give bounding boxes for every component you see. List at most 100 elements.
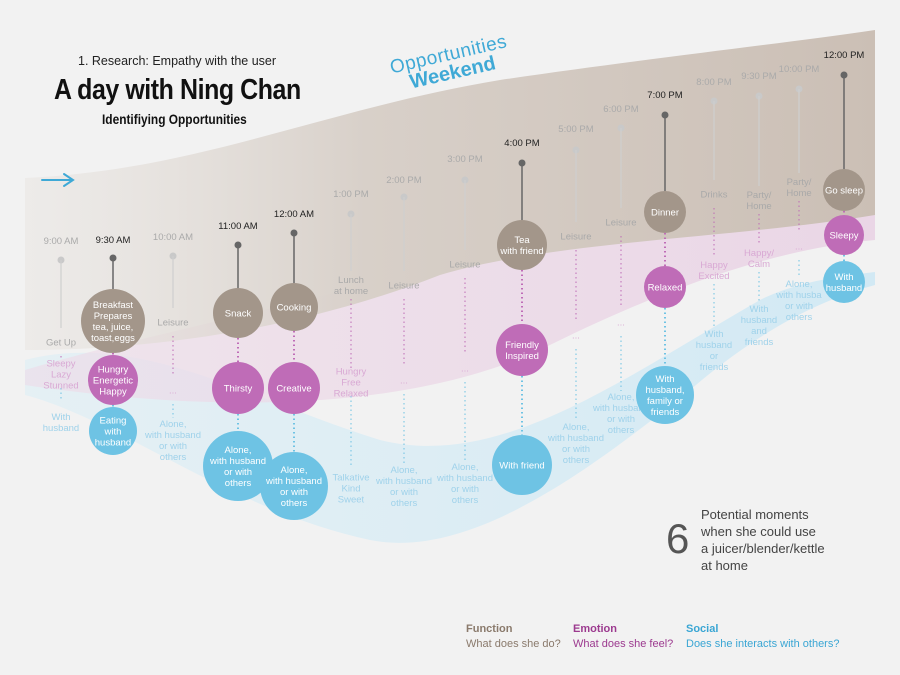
emotion-text: Creative [276,383,311,394]
social-text: Alone, with husba or with others [775,279,822,323]
function-text: Leisure [157,317,188,328]
time-label: 12:00 PM [824,50,865,61]
timeline-column: 3:00 PM Leisure... Alone, with husband or wi… [436,154,493,506]
time-label: 2:00 PM [386,175,421,186]
time-label: 12:00 AM [274,209,314,220]
social-bubble [823,261,865,303]
legend-title: Emotion [573,623,617,635]
function-text: Leisure [560,231,591,242]
time-label: 6:00 PM [603,104,638,115]
time-label: 10:00 AM [153,232,193,243]
time-label: 9:00 AM [44,236,79,247]
legend-title: Function [466,623,513,635]
function-text: Get Up [46,337,76,348]
emotion-bubble [268,362,320,414]
emotion-text: ... [400,375,408,386]
function-text: Snack [225,308,252,319]
function-text: Leisure [449,259,480,270]
legend-text: Does she interacts with others? [686,638,839,650]
timeline-column: 7:00 PM Dinner Relaxed With husband, family o… [636,90,694,424]
time-label: 10:00 PM [779,64,820,75]
legend: Function What does she do? Emotion What doe… [466,623,839,650]
opportunity-line: a juicer/blender/kettle [701,541,825,556]
opportunity-count: 6 [666,515,690,562]
emotion-text: ... [617,317,625,328]
emotion-text: Hungry Energetic Happy [93,364,133,397]
legend-text: What does she feel? [573,638,673,650]
emotion-bubble [824,215,864,255]
emotion-text: Friendly Inspired [505,340,539,362]
function-text: Lunch at home [334,275,368,297]
social-text: With husband [43,412,79,434]
function-text: Drinks [701,189,728,200]
timeline-columns: 9:00 AM Get Up Sleepy Lazy Stunned With husban… [43,50,865,520]
emotion-bubble [88,355,138,405]
social-text: Alone, with husband or with others [436,462,493,506]
emotion-text: ... [461,363,469,374]
section-subtitle: 1. Research: Empathy with the user [78,54,277,68]
social-text: Alone, with husband or with others [209,445,266,489]
timeline-column: 2:00 PM Leisure... Alone, with husband or wi… [375,175,432,509]
social-text: Alone, with husband or with others [144,419,201,463]
time-label: 1:00 PM [333,189,368,200]
emotion-band [25,210,875,403]
social-bubble [636,366,694,424]
emotion-text: Happy Excited [698,260,729,282]
time-label: 5:00 PM [558,124,593,135]
timeline-column: 9:00 AM Get Up Sleepy Lazy Stunned With husban… [43,236,79,434]
function-bubble [81,289,145,353]
function-text: Cooking [277,302,312,313]
timeline-column: 11:00 AM Snack Thirsty Alone, with husband or… [203,221,273,501]
emotion-text: Relaxed [648,282,683,293]
timeline-column: 4:00 PM Tea with friend Friendly Inspired Wit… [492,138,552,495]
social-text: With husband [826,272,862,294]
timeline-column: 9:30 PM Party/Home Happy/Calm With husband an… [741,71,777,348]
social-bubble [492,435,552,495]
function-text: Breakfast Prepares tea, juice, toast,eggs [91,300,135,344]
opportunity-line: Potential moments [701,507,809,522]
time-label: 9:30 PM [741,71,776,82]
emotion-text: Hungry Free Relaxed [334,366,369,399]
timeline-column: 6:00 PM Leisure... Alone, with husband or wi… [592,104,649,436]
social-text: Alone, with husband or with others [592,392,649,436]
emotion-text: Sleepy Lazy Stunned [43,358,78,391]
emotion-text: ... [795,241,803,252]
function-text: Leisure [388,280,419,291]
social-text: With husband or friends [696,329,732,373]
function-bubble [497,220,547,270]
function-text: Party/Home [746,190,771,212]
function-text: Go sleep [825,185,863,196]
emotion-bubble [644,266,686,308]
time-label: 9:30 AM [96,235,131,246]
time-label: 4:00 PM [504,138,539,149]
opportunity-description: Potential moments when she could use a j… [701,506,891,574]
social-bubble [203,431,273,501]
legend-title: Social [686,623,718,635]
emotion-text: Sleepy [829,230,858,241]
timeline-column: 9:30 AM Breakfast Prepares tea, juice, toast… [81,235,145,455]
emotion-text: ... [169,385,177,396]
function-text: Dinner [651,207,679,218]
timeline-column: 10:00 AM Leisure... Alone, with husband or w… [144,232,201,463]
social-text: With friend [499,460,544,471]
timeline-column: 12:00 AM Cooking Creative Alone, with husban… [260,209,328,520]
function-bubble [644,191,686,233]
page-tagline: Identifiying Opportunities [102,111,247,127]
time-label: 8:00 PM [696,77,731,88]
emotion-text: Thirsty [224,383,253,394]
time-label: 11:00 AM [218,221,258,232]
opportunity-line: when she could use [701,524,816,539]
function-bubble [213,288,263,338]
social-text: With husband and friends [741,304,777,348]
function-bubble [823,169,865,211]
social-text: Alone, with husband or with others [265,465,322,509]
social-bubble [260,452,328,520]
emotion-text: Happy/Calm [744,248,774,270]
page-title: A day with Ning Chan [54,74,301,106]
time-label: 3:00 PM [447,154,482,165]
legend-text: What does she do? [466,638,561,650]
social-text: Talkative Kind Sweet [333,472,370,505]
timeline-column: 1:00 PM Lunch at home Hungry Free Relaxed Talk… [333,189,370,505]
arrow-right-icon [41,173,75,187]
